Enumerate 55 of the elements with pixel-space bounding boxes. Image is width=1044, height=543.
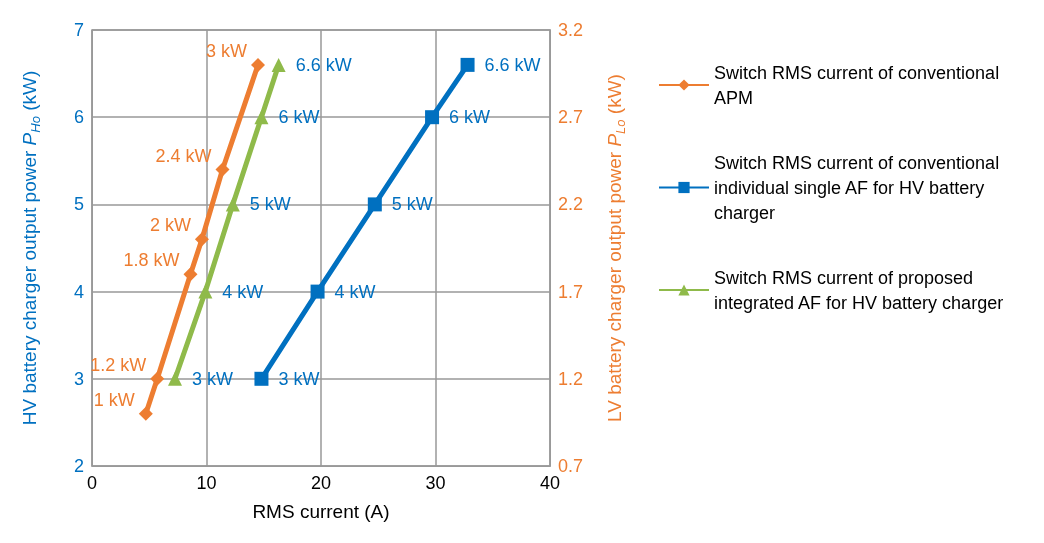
- data-label: 3 kW: [206, 40, 248, 61]
- y-tick-label: 6: [73, 107, 84, 128]
- y2-tick-label: 3.2: [558, 20, 584, 40]
- data-label: 3 kW: [278, 368, 320, 389]
- point: [225, 197, 240, 212]
- data-label: 6.6 kW: [484, 54, 541, 75]
- point: [367, 197, 382, 212]
- data-label: 5 kW: [249, 194, 291, 215]
- legend-label: Switch RMS current of conventional APM: [714, 62, 1005, 108]
- point: [168, 371, 183, 386]
- y-tick-label: 7: [73, 20, 84, 40]
- x-tick-label: 0: [86, 473, 98, 493]
- y2-tick-label: 2.2: [558, 194, 584, 215]
- y2-tick-label: 0.7: [558, 456, 584, 476]
- point: [254, 371, 269, 386]
- data-label: 3 kW: [192, 368, 234, 389]
- data-label: 6 kW: [449, 107, 491, 128]
- point: [198, 284, 213, 299]
- y-tick-label: 2: [73, 456, 84, 476]
- y-tick-label: 3: [73, 368, 84, 389]
- x-tick-label: 10: [196, 473, 217, 493]
- data-label: 4 kW: [222, 281, 264, 302]
- point: [215, 162, 230, 177]
- data-label: 6.6 kW: [295, 54, 352, 75]
- data-label: 4 kW: [334, 281, 376, 302]
- data-label: 1.2 kW: [90, 354, 147, 375]
- data-label: 5 kW: [391, 194, 433, 215]
- y2-tick-label: 1.2: [558, 368, 584, 389]
- y2-tick-label: 2.7: [558, 107, 584, 128]
- y-tick-label: 4: [73, 281, 84, 302]
- data-label: 2.4 kW: [155, 145, 212, 166]
- point: [138, 406, 153, 421]
- y-axis-title: HV battery charger output power PHo (kW): [19, 70, 43, 426]
- legend-label: Switch RMS current of conventional individual single AF for HV battery charger: [714, 152, 1005, 223]
- y2-axis-title: LV battery charger output power PLo (kW): [604, 74, 628, 422]
- x-tick-label: 20: [310, 473, 332, 493]
- point: [194, 232, 209, 247]
- point: [271, 57, 286, 72]
- point: [254, 110, 269, 125]
- point: [425, 110, 440, 125]
- point: [150, 371, 165, 386]
- data-label: 1.8 kW: [123, 250, 180, 271]
- data-label: 2 kW: [149, 215, 191, 236]
- y-tick-label: 5: [73, 194, 84, 215]
- point: [251, 57, 266, 72]
- x-tick-label: 40: [539, 473, 561, 493]
- point: [460, 57, 475, 72]
- data-label: 6 kW: [278, 107, 320, 128]
- x-axis-title: RMS current (A): [252, 501, 390, 522]
- legend-label: Switch RMS current of proposed integrated AF for HV battery charger: [714, 267, 1004, 313]
- y2-tick-label: 1.7: [558, 281, 584, 302]
- data-label: 1 kW: [93, 389, 135, 410]
- point: [310, 284, 325, 299]
- x-tick-label: 30: [425, 473, 446, 493]
- point: [183, 267, 198, 282]
